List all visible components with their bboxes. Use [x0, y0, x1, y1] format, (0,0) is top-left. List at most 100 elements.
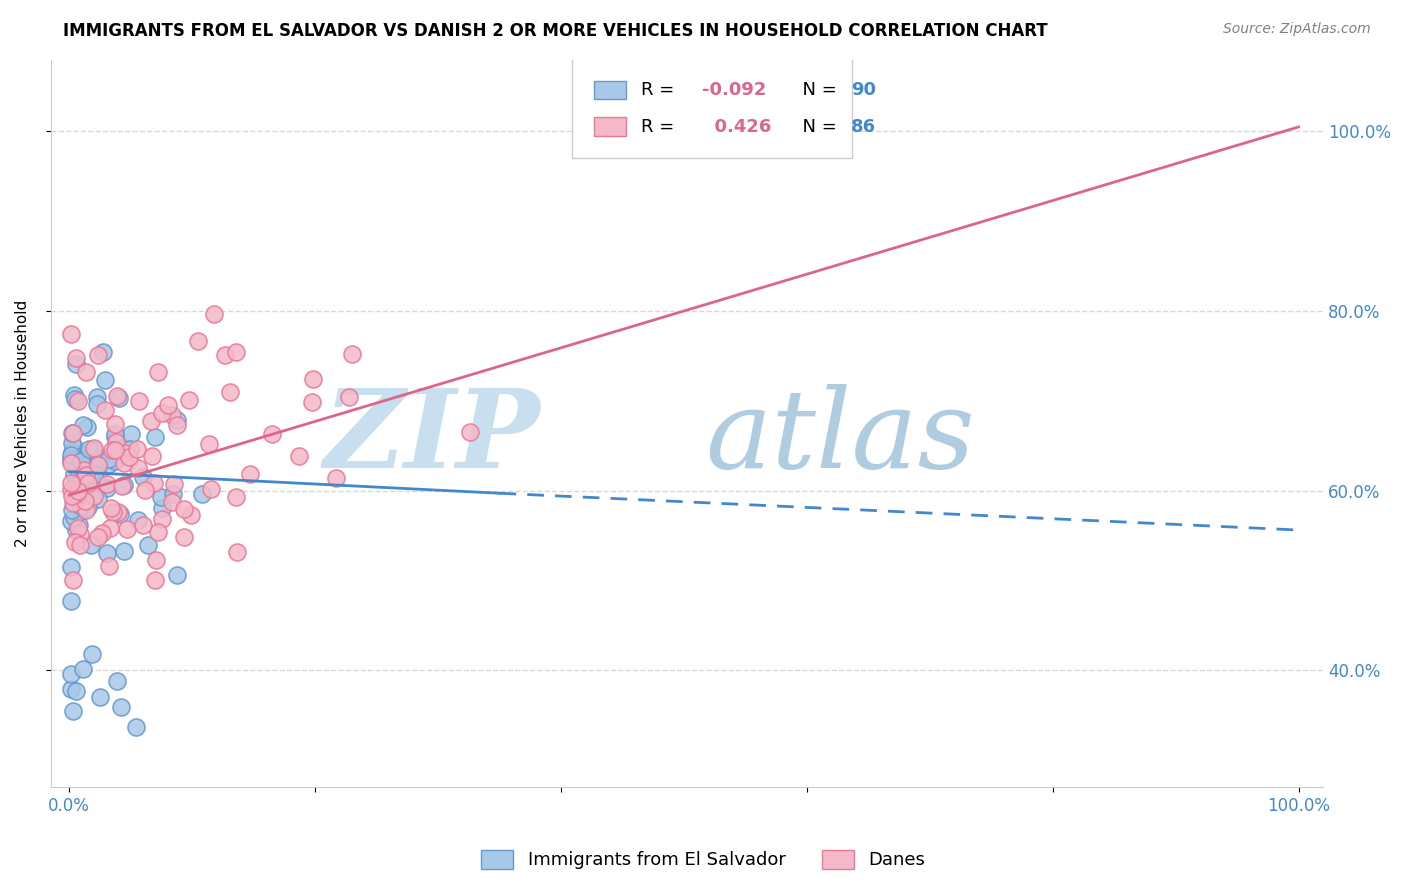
Point [100, 500, 122, 515]
Text: -0.092: -0.092 [702, 81, 766, 99]
Point [225, 490, 247, 504]
Point [134, 483, 156, 498]
Point [98, 458, 121, 472]
Point [157, 398, 180, 412]
Point [127, 461, 149, 475]
Point [218, 385, 240, 400]
Point [187, 334, 209, 349]
Point [65, 351, 87, 365]
Text: IMMIGRANTS FROM EL SALVADOR VS DANISH 2 OR MORE VEHICLES IN HOUSEHOLD CORRELATIO: IMMIGRANTS FROM EL SALVADOR VS DANISH 2 … [63, 22, 1047, 40]
Point [150, 511, 173, 525]
Point [100, 442, 122, 457]
Point [59, 451, 82, 466]
Point [65, 484, 87, 499]
Point [69, 449, 91, 463]
Point [70, 453, 93, 467]
Point [69, 475, 91, 489]
Point [87, 466, 110, 480]
Point [59, 682, 82, 697]
Point [63, 387, 86, 401]
Point [108, 507, 131, 521]
Point [87, 492, 110, 507]
Point [180, 508, 202, 522]
Point [173, 530, 195, 544]
Point [76, 457, 98, 471]
Point [105, 434, 128, 449]
Point [70, 454, 93, 468]
Point [104, 443, 127, 458]
Y-axis label: 2 or more Vehicles in Household: 2 or more Vehicles in Household [15, 300, 30, 547]
Point [75, 467, 97, 482]
Point [65, 491, 87, 505]
Point [132, 469, 155, 483]
Point [120, 442, 142, 456]
Point [65, 534, 87, 549]
Point [69, 527, 91, 541]
Point [86, 348, 108, 362]
Point [73, 493, 96, 508]
Point [83, 489, 105, 503]
Point [76, 420, 98, 434]
Point [340, 347, 363, 361]
Point [86, 390, 108, 404]
Point [145, 430, 167, 444]
Point [77, 500, 100, 515]
Point [127, 513, 149, 527]
Point [69, 473, 91, 487]
Point [70, 493, 93, 508]
Point [94, 403, 117, 417]
Point [112, 478, 135, 492]
Point [125, 720, 148, 734]
Point [104, 454, 127, 468]
Point [75, 365, 97, 379]
Point [226, 545, 249, 559]
Point [80, 538, 103, 552]
Point [72, 462, 94, 476]
Point [325, 471, 347, 485]
Text: 86: 86 [851, 118, 876, 136]
Point [160, 495, 183, 509]
Point [65, 523, 87, 537]
Point [60, 503, 83, 517]
Point [108, 391, 131, 405]
Point [127, 442, 149, 457]
Point [60, 667, 83, 681]
Point [177, 392, 200, 407]
Point [77, 442, 100, 457]
Point [67, 483, 90, 498]
Point [98, 449, 121, 463]
Point [82, 442, 104, 457]
Text: 0.426: 0.426 [702, 118, 772, 136]
Point [150, 500, 173, 515]
Point [96, 546, 118, 560]
Point [107, 505, 129, 519]
Point [60, 475, 83, 490]
Point [83, 467, 105, 482]
Point [65, 487, 87, 501]
Text: R =: R = [641, 118, 681, 136]
Point [160, 408, 183, 422]
Point [69, 460, 91, 475]
Point [65, 447, 87, 461]
Point [63, 467, 86, 481]
Point [103, 417, 125, 431]
Point [262, 426, 284, 441]
Legend: Immigrants from El Salvador, Danes: Immigrants from El Salvador, Danes [471, 841, 935, 879]
Point [62, 704, 84, 718]
Text: 90: 90 [851, 81, 876, 99]
Point [301, 395, 323, 409]
Point [59, 456, 82, 470]
Point [117, 522, 139, 536]
Point [128, 394, 150, 409]
Point [63, 440, 86, 454]
Point [141, 449, 163, 463]
Point [118, 450, 141, 465]
Point [66, 394, 89, 409]
Point [162, 486, 184, 500]
Point [191, 487, 214, 501]
Point [59, 483, 82, 497]
Point [146, 365, 169, 379]
Point [59, 453, 82, 467]
Text: N =: N = [792, 118, 842, 136]
Point [73, 463, 96, 477]
